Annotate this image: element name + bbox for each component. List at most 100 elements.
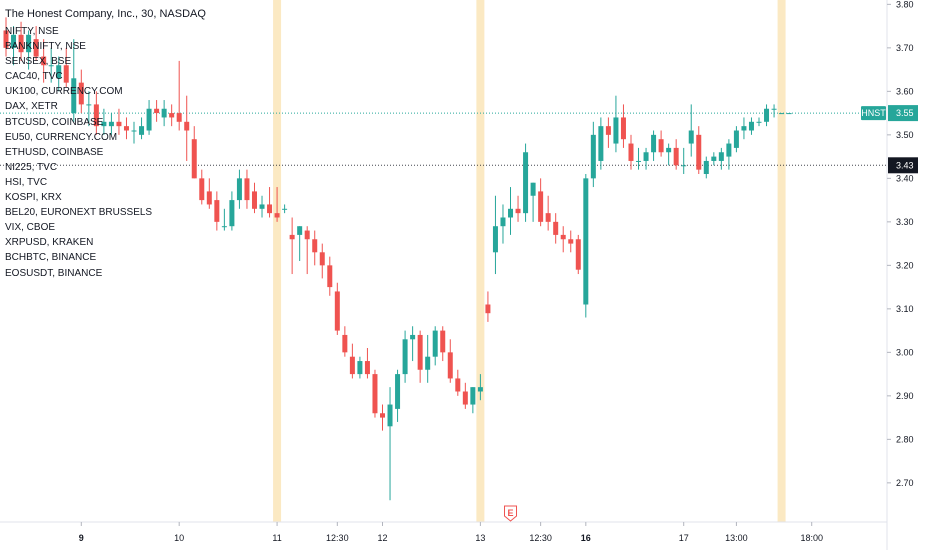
candle-body[interactable] [312, 239, 318, 253]
compare-symbol-item[interactable]: BCHBTC, BINANCE [5, 252, 97, 264]
candle-body[interactable] [515, 208, 521, 214]
compare-symbol-item[interactable]: CAC40, TVC [5, 71, 63, 83]
candle-body[interactable] [214, 200, 220, 222]
candle-body[interactable] [598, 126, 604, 161]
candle-body[interactable] [477, 387, 483, 392]
candle-body[interactable] [342, 334, 348, 353]
compare-symbol-item[interactable]: EU50, CURRENCY.COM [5, 131, 118, 143]
candle-body[interactable] [319, 252, 325, 266]
candle-body[interactable] [628, 143, 634, 161]
candle-body[interactable] [184, 121, 190, 131]
candle-body[interactable] [116, 121, 122, 127]
candle-body[interactable] [206, 191, 212, 205]
candle-body[interactable] [108, 121, 114, 127]
candle-body[interactable] [666, 147, 672, 153]
candle-body[interactable] [289, 234, 295, 240]
candle-body[interactable] [26, 34, 32, 53]
candle-body[interactable] [771, 108, 777, 110]
candle-body[interactable] [455, 378, 461, 392]
candle-body[interactable] [432, 330, 438, 357]
candle-body[interactable] [304, 230, 310, 240]
candle-body[interactable] [673, 147, 679, 166]
candle-body[interactable] [658, 139, 664, 153]
candle-body[interactable] [161, 108, 167, 118]
compare-symbol-item[interactable]: HSI, TVC [5, 176, 48, 188]
candle-body[interactable] [402, 339, 408, 375]
candle-body[interactable] [756, 121, 762, 123]
candle-body[interactable] [508, 208, 514, 218]
compare-symbol-item[interactable]: VIX, CBOE [5, 222, 56, 234]
candle-body[interactable] [297, 226, 303, 235]
candle-body[interactable] [523, 152, 529, 214]
compare-symbol-item[interactable]: ETHUSD, COINBASE [5, 146, 104, 158]
candle-body[interactable] [538, 191, 544, 222]
candle-body[interactable] [267, 204, 273, 214]
compare-symbol-item[interactable]: KOSPI, KRX [5, 192, 62, 204]
candle-body[interactable] [605, 126, 611, 135]
candle-body[interactable] [176, 113, 182, 122]
candle-body[interactable] [568, 239, 574, 244]
candle-body[interactable] [613, 117, 619, 144]
candle-body[interactable] [71, 78, 77, 114]
candle-body[interactable] [334, 291, 340, 331]
candle-body[interactable] [395, 374, 401, 409]
candle-body[interactable] [696, 134, 702, 170]
candle-body[interactable] [63, 65, 69, 83]
candle-body[interactable] [139, 126, 145, 135]
candle-body[interactable] [545, 213, 551, 222]
candle-body[interactable] [154, 108, 160, 114]
candle-body[interactable] [711, 156, 717, 161]
compare-symbol-item[interactable]: DAX, XETR [5, 101, 58, 113]
candle-body[interactable] [169, 113, 175, 118]
compare-symbol-item[interactable]: BEL20, EURONEXT BRUSSELS [5, 207, 153, 219]
candle-body[interactable] [703, 160, 709, 174]
candle-body[interactable] [123, 126, 129, 131]
candle-body[interactable] [575, 239, 581, 270]
compare-symbol-item[interactable]: NIFTY, NSE [5, 26, 59, 37]
candle-body[interactable] [590, 134, 596, 179]
candle-body[interactable] [33, 39, 39, 57]
compare-symbol-item[interactable]: BTCUSD, COINBASE [5, 116, 104, 128]
candle-body[interactable] [131, 130, 137, 132]
candle-body[interactable] [688, 130, 694, 144]
candle-body[interactable] [282, 208, 288, 210]
candle-body[interactable] [718, 152, 724, 161]
candle-body[interactable] [560, 234, 566, 240]
candle-body[interactable] [764, 108, 770, 122]
candle-body[interactable] [48, 65, 54, 67]
candle-body[interactable] [410, 334, 416, 340]
candle-body[interactable] [425, 356, 431, 370]
candle-body[interactable] [786, 113, 792, 115]
candle-body[interactable] [470, 387, 476, 405]
candle-body[interactable] [779, 113, 785, 115]
candle-body[interactable] [11, 34, 17, 48]
candle-body[interactable] [56, 65, 62, 79]
candle-body[interactable] [229, 200, 235, 227]
candle-body[interactable] [236, 178, 242, 201]
candle-body[interactable] [417, 334, 423, 370]
compare-symbol-item[interactable]: BANKNIFTY, NSE [5, 41, 86, 53]
candle-body[interactable] [146, 108, 152, 131]
candle-body[interactable] [41, 56, 47, 66]
compare-symbol-item[interactable]: XRPUSD, KRAKEN [5, 237, 94, 249]
candle-body[interactable] [651, 134, 657, 153]
candle-body[interactable] [274, 213, 280, 218]
candle-body[interactable] [440, 330, 446, 353]
candle-body[interactable] [259, 204, 265, 209]
candle-body[interactable] [748, 121, 754, 131]
candle-body[interactable] [78, 82, 84, 105]
candle-body[interactable] [380, 413, 385, 418]
candle-body[interactable] [387, 404, 393, 427]
compare-symbol-item[interactable]: EOSUSDT, BINANCE [5, 267, 103, 279]
candle-body[interactable] [251, 191, 257, 209]
candle-body[interactable] [244, 178, 250, 201]
candle-body[interactable] [357, 361, 363, 375]
candle-body[interactable] [93, 104, 99, 127]
candle-body[interactable] [500, 217, 506, 227]
candle-body[interactable] [462, 391, 468, 405]
candle-body[interactable] [643, 152, 649, 161]
candle-body[interactable] [447, 352, 453, 379]
candle-body[interactable] [620, 117, 626, 140]
candle-body[interactable] [530, 182, 536, 196]
